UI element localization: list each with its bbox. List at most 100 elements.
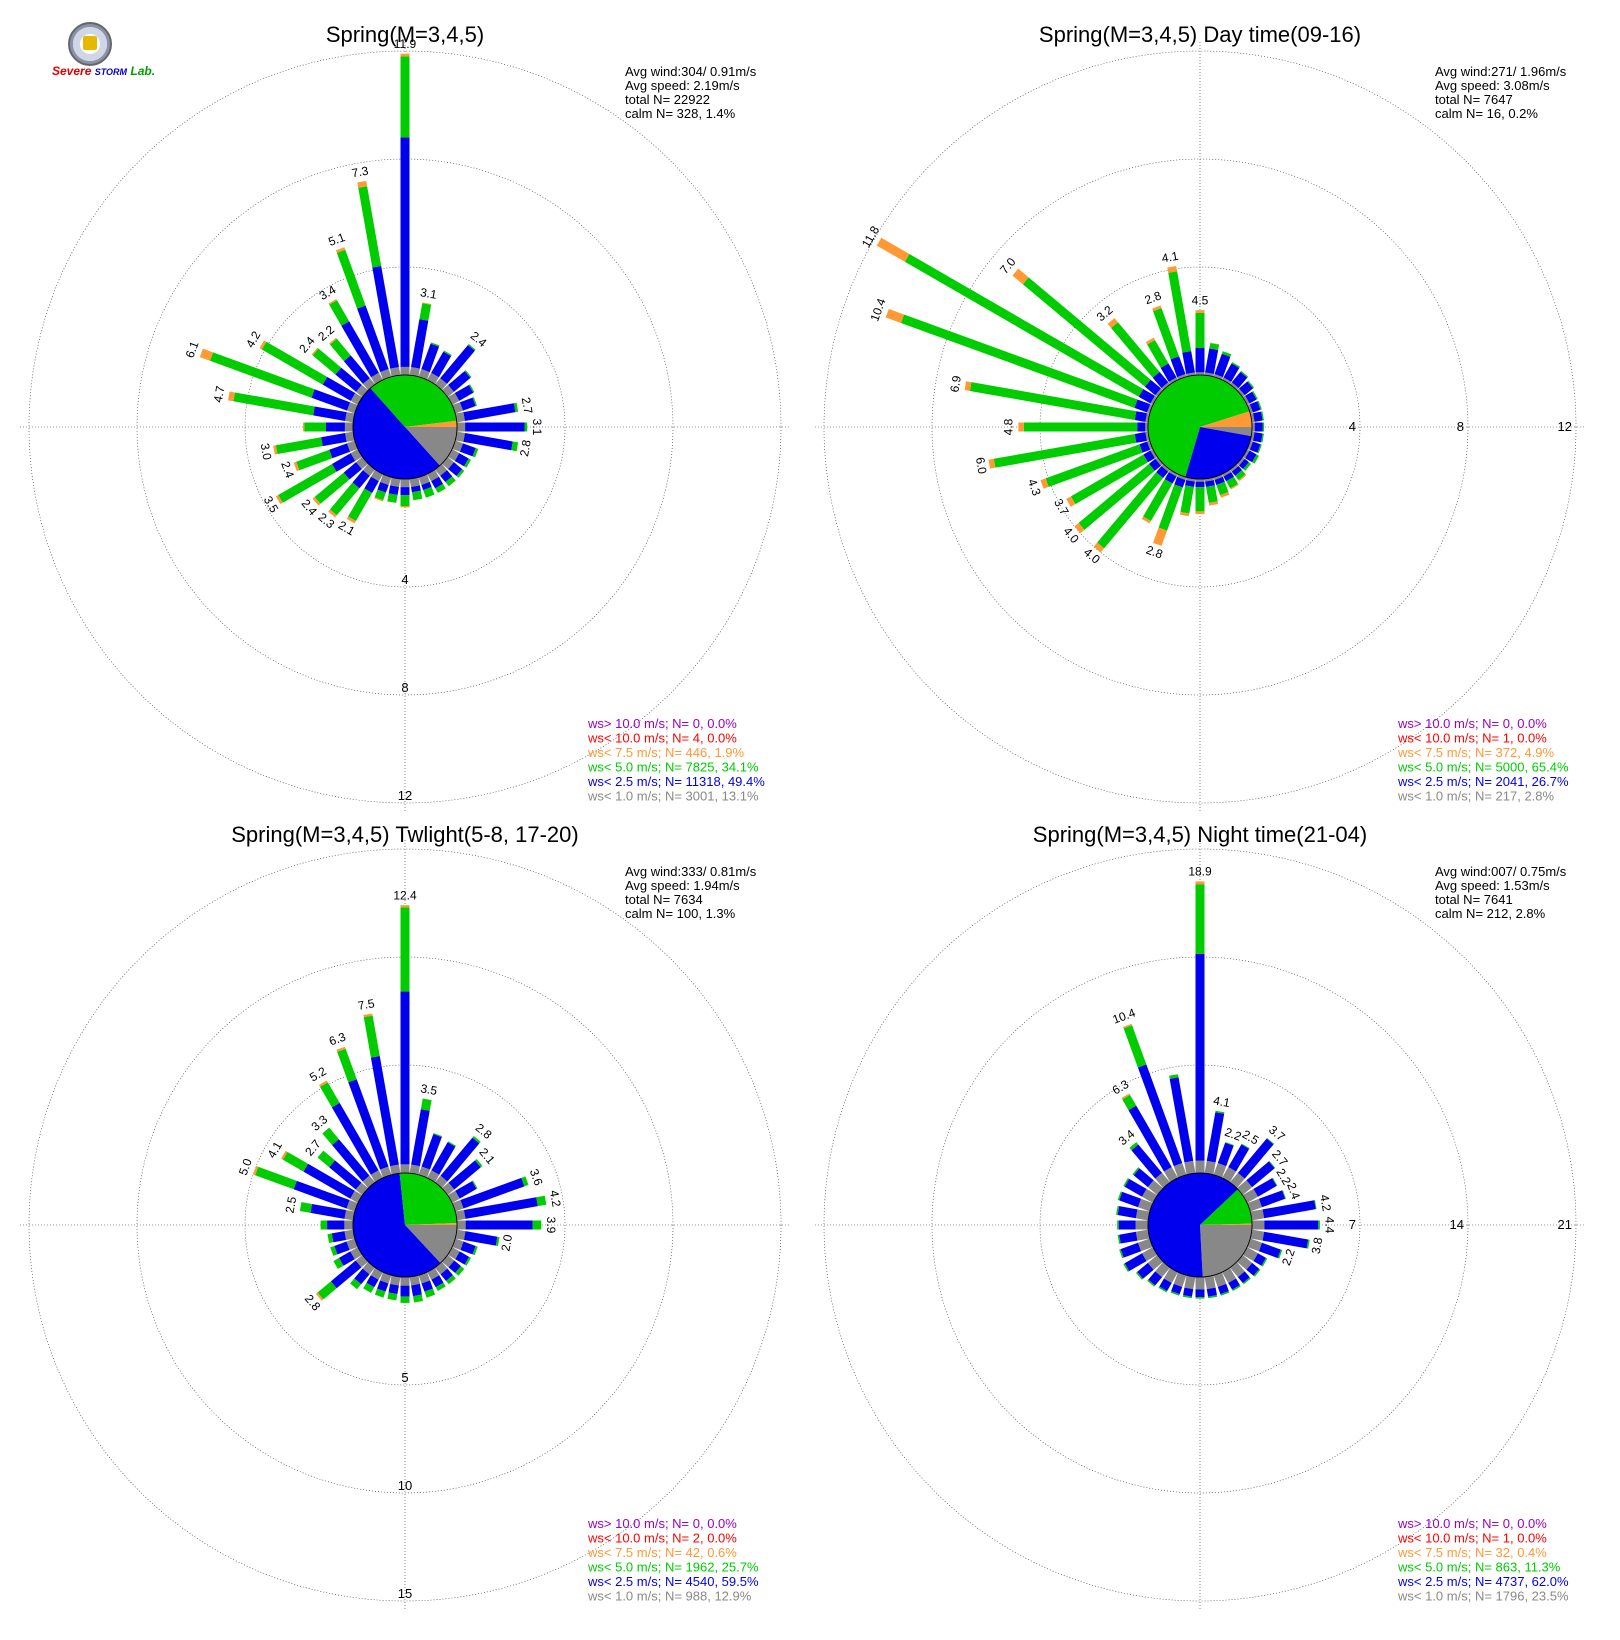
spoke [418,474,435,498]
spoke-segment [1138,389,1155,404]
spoke [452,397,477,414]
spoke-segment [1246,1262,1260,1276]
spoke-segment [1253,411,1263,422]
ring-label: 4 [401,572,408,587]
spoke [1167,265,1196,377]
legend-entry: ws< 7.5 m/s; N= 446, 1.9% [587,745,745,760]
spoke-segment [1123,1178,1130,1187]
legend-entry: ws< 2.5 m/s; N= 4540, 59.5% [587,1574,759,1589]
spoke [311,347,369,398]
spoke-segment [1195,348,1205,373]
spoke-segment [1180,485,1194,514]
spoke-segment [1078,463,1155,530]
spoke-segment [454,384,474,401]
spoke-segment [348,488,373,522]
spoke-segment [335,367,362,392]
spoke [1242,449,1259,464]
spoke-segment [374,489,386,501]
spoke-segment [472,447,479,458]
spoke-segment [1247,1238,1263,1252]
spoke-segment [463,403,516,421]
spoke [1204,477,1219,506]
spoke-segment [1250,1229,1265,1241]
spoke-segment [1129,1142,1139,1151]
spoke-segment [380,368,392,380]
spoke-segment [1155,1172,1171,1189]
spoke-segment [472,1245,478,1256]
spoke-segment [1163,1267,1178,1283]
pie-slice [405,420,457,427]
spoke-label: 11.9 [394,37,417,51]
spoke-segment [1145,337,1155,345]
spoke [418,342,440,380]
spoke-segment [455,1266,465,1276]
spoke-segment [1135,1229,1150,1241]
spoke-segment [448,462,463,477]
pie-slice [1200,427,1252,437]
spoke-segment [293,1180,350,1209]
spoke-segment [1239,458,1249,470]
spoke-segment [1123,1023,1133,1029]
spoke-segment [1252,422,1255,432]
pie-slice [405,427,457,466]
spoke-segment [1261,1257,1268,1267]
spoke [1236,1160,1276,1196]
spoke [1236,1254,1261,1277]
spoke-segment [400,1285,410,1297]
stats-line: total N= 7647 [1435,92,1513,107]
stats-line: calm N= 328, 1.4% [625,106,736,121]
ring-label: 4 [1349,419,1356,434]
spoke-segment [1163,1167,1178,1183]
spoke-segment [1257,444,1262,454]
spoke-segment [424,1288,436,1298]
spoke-segment [337,1048,357,1083]
spoke-segment [400,1277,410,1286]
legend-entry: ws< 10.0 m/s; N= 1, 0.0% [1397,731,1547,746]
spoke-label: 2.8 [517,438,534,457]
spoke-segment [327,1233,334,1243]
spoke-segment [421,1280,433,1292]
spoke-segment [441,1182,455,1196]
spoke-segment [969,382,1137,421]
stats-line: Avg speed: 3.08m/s [1435,78,1550,93]
spoke-segment [455,412,465,423]
spoke-segment [1156,466,1169,479]
spoke-segment [1117,1191,1123,1201]
spoke-segment [1261,411,1264,421]
spoke-segment [1250,413,1255,423]
ring-label: 21 [1558,1217,1572,1232]
spoke-segment [1155,456,1164,466]
spoke-segment [1223,363,1240,382]
spoke-segment [1186,372,1196,377]
spoke-segment [345,431,355,442]
spoke-segment [346,402,358,414]
lab-wordmark: Severe STORM Lab. [52,64,156,78]
spoke [1229,1261,1251,1285]
chart-title: Spring(M=3,4,5) Day time(09-16) [1039,22,1361,47]
spoke-segment [1155,388,1164,398]
spoke-segment [1231,466,1243,476]
pie-slice [1185,427,1252,479]
spoke-segment [409,1164,420,1175]
spoke-segment [1124,1178,1147,1197]
spoke-segment [1242,1277,1251,1285]
spoke-segment [1222,469,1232,477]
spoke [434,343,476,391]
spoke-segment [1179,511,1190,517]
spoke [1247,440,1262,454]
spoke-segment [275,437,323,455]
spoke-label: 3.6 [527,1167,546,1188]
spoke [988,431,1150,469]
spoke [427,469,446,493]
spoke-segment [1272,1177,1278,1186]
spoke-segment [467,343,476,351]
spoke-segment [1119,1231,1138,1244]
spoke-segment [311,347,319,356]
spoke-segment [1209,343,1220,350]
spoke-segment [357,180,368,188]
spoke-segment [1206,1112,1225,1163]
spoke-segment [380,474,392,486]
spoke-label: 4.2 [1317,1193,1334,1212]
spoke-segment [455,1229,466,1240]
spoke-segment [1070,454,1148,505]
